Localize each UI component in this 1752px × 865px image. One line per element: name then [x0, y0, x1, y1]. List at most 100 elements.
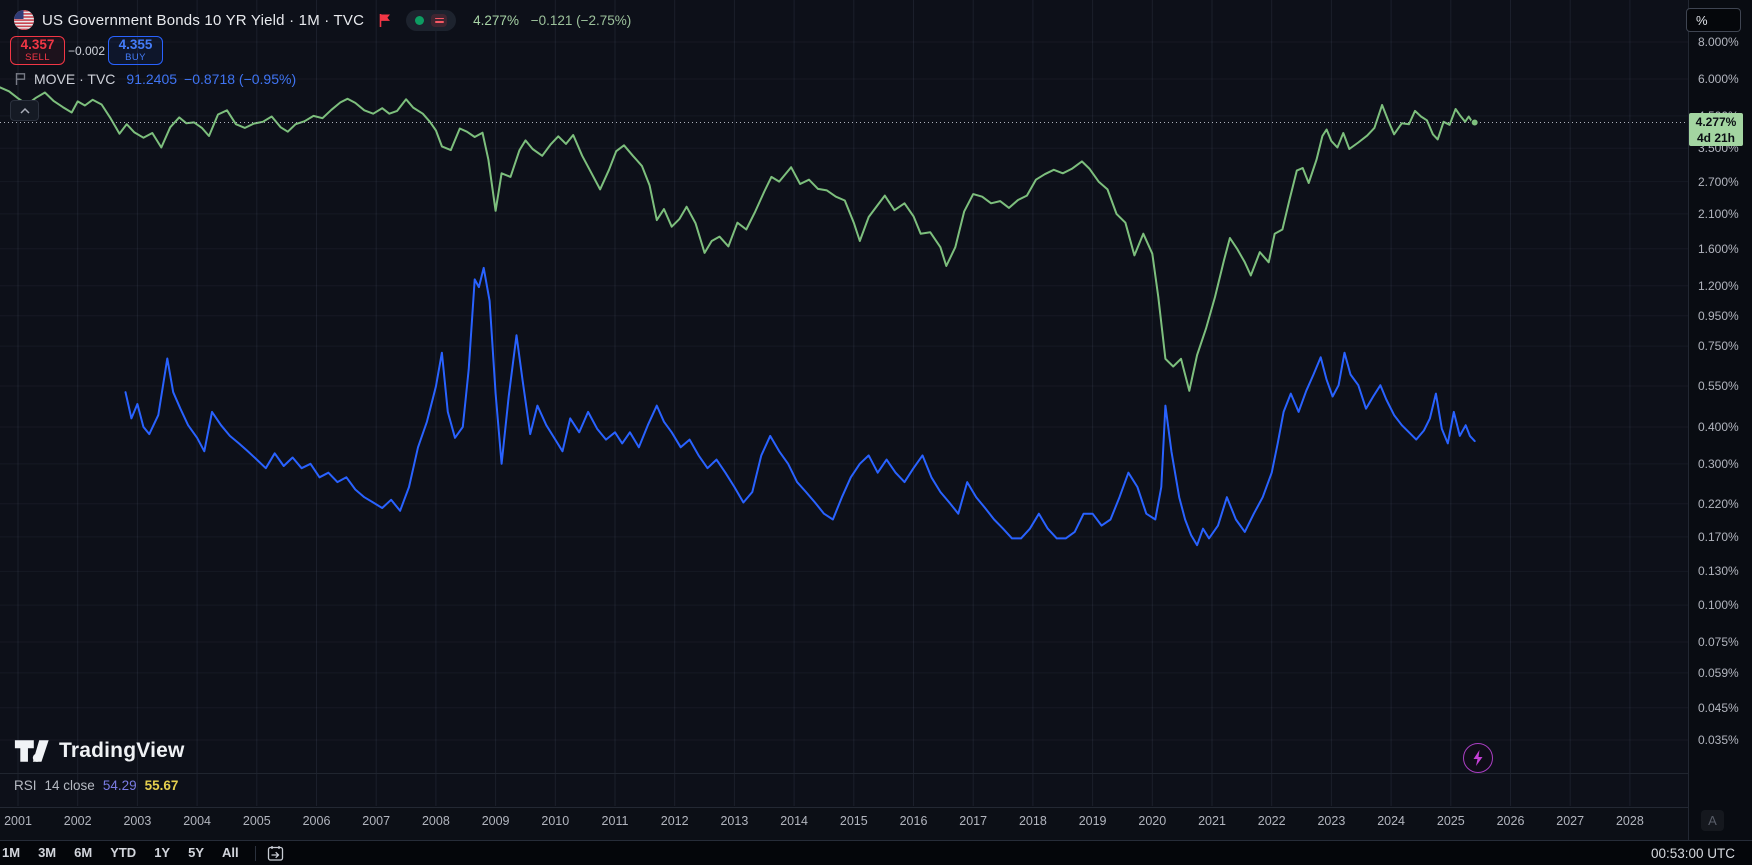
time-tick-label: 2019: [1078, 814, 1107, 828]
time-tick-label: 2025: [1436, 814, 1465, 828]
main-symbol-legend[interactable]: US Government Bonds 10 YR Yield · 1M · T…: [14, 9, 631, 31]
legend-values: 4.277% −0.121 (−2.75%): [473, 13, 631, 28]
last-point-marker: [1470, 118, 1479, 127]
time-tick-label: 2021: [1198, 814, 1226, 828]
us-flag-icon: [14, 10, 34, 30]
lightning-icon: [1473, 750, 1483, 766]
price-tick-label: 8.000%: [1698, 34, 1739, 49]
bid-ask-spread: −0.002: [67, 44, 106, 58]
price-tick-label: 1.200%: [1698, 278, 1739, 293]
price-tick-label: 0.075%: [1698, 635, 1739, 650]
rsi-indicator-legend[interactable]: RSI 14 close 54.29 55.67: [14, 778, 178, 793]
clock[interactable]: 00:53:00 UTC: [1650, 845, 1735, 861]
time-tick-label: 2010: [541, 814, 570, 828]
price-tick-label: 2.700%: [1698, 174, 1739, 189]
time-tick-label: 2004: [183, 814, 211, 828]
time-tick-label: 2006: [302, 814, 331, 828]
bottom-toolbar: 1M 3M 6M YTD 1Y 5Y All 00:53:00 UTC: [0, 840, 1752, 865]
rsi-ma-value: 55.67: [144, 778, 179, 793]
price-tick-label: 0.400%: [1698, 419, 1739, 434]
price-change: −0.121 (−2.75%): [530, 12, 632, 28]
time-tick-label: 2003: [123, 814, 152, 828]
time-tick-label: 2024: [1377, 814, 1405, 828]
collapse-legend-button[interactable]: [10, 100, 39, 121]
price-scale-mode-button[interactable]: %: [1686, 8, 1741, 32]
tradingview-logo-icon: [14, 740, 49, 762]
price-tick-label: 0.950%: [1698, 308, 1739, 323]
bar-countdown: 4d 21h: [1696, 131, 1735, 145]
flag-outline-icon[interactable]: [14, 72, 27, 86]
time-tick-label: 2001: [4, 814, 32, 828]
overlay-symbol-legend[interactable]: MOVE · TVC 91.2405 −0.8718 (−0.95%): [14, 70, 296, 88]
time-tick-label: 2002: [63, 814, 92, 828]
rsi-value: 54.29: [102, 778, 137, 793]
price-tick-label: 0.130%: [1698, 564, 1739, 579]
market-open-dot-icon: [415, 15, 425, 25]
price-tick-label: 0.100%: [1698, 598, 1739, 613]
time-tick-label: 2018: [1018, 814, 1047, 828]
price-tick-label: 6.000%: [1698, 71, 1739, 86]
price-tick-label: 0.750%: [1698, 339, 1739, 354]
last-price: 4.277%: [473, 12, 519, 28]
time-tick-label: 2023: [1317, 814, 1346, 828]
price-tick-label: 0.059%: [1698, 665, 1739, 680]
toolbar-divider: [254, 845, 256, 861]
time-scale[interactable]: 2001 2002 2003 2004 2005 2006 2007 2008 2009 2010…: [0, 807, 1688, 841]
sell-button[interactable]: 4.357 SELL: [10, 36, 65, 65]
go-to-date-button[interactable]: [263, 841, 289, 865]
price-tick-label: 0.035%: [1698, 732, 1739, 747]
go-to-date-icon: [267, 845, 284, 861]
range-button-1y[interactable]: 1Y: [154, 845, 171, 860]
date-range-switcher: 1M 3M 6M YTD 1Y 5Y All: [0, 841, 248, 865]
time-tick-label: 2022: [1257, 814, 1286, 828]
time-tick-label: 2013: [720, 814, 749, 828]
price-tick-label: 1.600%: [1698, 241, 1739, 256]
time-tick-label: 2026: [1496, 814, 1525, 828]
price-tick-label: 0.300%: [1698, 456, 1739, 471]
price-tick-label: 0.170%: [1698, 529, 1739, 544]
buy-label: BUY: [125, 52, 146, 63]
series-line-move: [124, 266, 1476, 547]
time-tick-label: 2028: [1615, 814, 1644, 828]
range-button-all[interactable]: All: [222, 845, 239, 860]
price-tick-label: 0.550%: [1698, 379, 1739, 394]
current-price-label: 4.277% 4d 21h: [1689, 113, 1743, 146]
current-price-text: 4.277%: [1695, 115, 1737, 129]
price-tick-label: 0.045%: [1698, 700, 1739, 715]
chevron-up-icon: [19, 107, 30, 114]
symbol-title: US Government Bonds 10 YR Yield · 1M · T…: [42, 11, 365, 29]
time-tick-label: 2015: [839, 814, 868, 828]
flagged-symbol-icon[interactable]: [378, 13, 392, 28]
price-tick-label: 0.220%: [1698, 496, 1739, 511]
time-tick-label: 2020: [1138, 814, 1167, 828]
buy-button[interactable]: 4.355 BUY: [108, 36, 163, 65]
time-tick-label: 2017: [959, 814, 988, 828]
time-tick-label: 2011: [601, 814, 629, 828]
overlay-symbol-name: MOVE · TVC: [34, 71, 116, 87]
time-tick-label: 2008: [421, 814, 450, 828]
overlay-value: 91.2405: [126, 71, 178, 87]
indicator-params: 14 close: [44, 778, 95, 793]
series-line-us10y: [0, 86, 1476, 392]
delayed-data-icon: [431, 13, 448, 27]
range-button-3m[interactable]: 3M: [38, 845, 57, 860]
range-button-ytd[interactable]: YTD: [110, 845, 137, 860]
time-tick-label: 2027: [1556, 814, 1585, 828]
time-tick-label: 2016: [899, 814, 928, 828]
price-tick-label: 2.100%: [1698, 206, 1739, 221]
range-button-1m[interactable]: 1M: [2, 845, 21, 860]
indicator-name: RSI: [14, 778, 37, 793]
tradingview-logo[interactable]: TradingView: [14, 736, 185, 766]
range-button-5y[interactable]: 5Y: [188, 845, 204, 860]
overlay-change: −0.8718 (−0.95%): [184, 71, 297, 87]
lightning-button[interactable]: [1463, 743, 1493, 773]
time-tick-label: 2005: [242, 814, 271, 828]
auto-scale-button[interactable]: A: [1701, 810, 1724, 831]
market-status-pill[interactable]: [406, 9, 457, 31]
pane-divider[interactable]: [0, 773, 1688, 774]
time-tick-label: 2007: [362, 814, 391, 828]
sell-label: SELL: [25, 52, 50, 63]
range-button-6m[interactable]: 6M: [74, 845, 93, 860]
